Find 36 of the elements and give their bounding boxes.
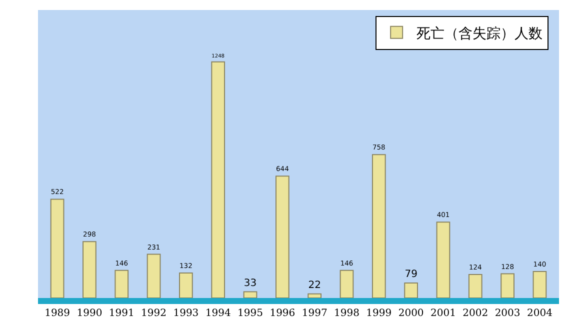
- x-tick-label: 1989: [44, 308, 70, 319]
- bar: [436, 222, 450, 298]
- bar: [532, 271, 547, 298]
- bar: [404, 282, 418, 298]
- x-tick-label: 1995: [238, 308, 263, 319]
- x-tick-label: 1999: [366, 308, 392, 319]
- bar: [308, 293, 322, 298]
- x-tick-label: 1991: [108, 308, 134, 319]
- bar: [114, 270, 129, 298]
- x-tick-label: 2004: [526, 308, 552, 319]
- bar: [82, 241, 96, 298]
- data-label: 33: [244, 278, 257, 289]
- x-tick-label: 2003: [494, 308, 520, 319]
- x-tick-label: 2002: [462, 308, 488, 319]
- x-tick-label: 1996: [270, 308, 296, 319]
- bar: [340, 270, 354, 298]
- x-tick-label: 1993: [173, 308, 199, 319]
- bar: [372, 154, 386, 298]
- x-tick-label: 2000: [398, 308, 424, 319]
- x-tick-label: 1998: [334, 308, 360, 319]
- data-label: 22: [308, 280, 321, 291]
- x-tick-label: 1990: [76, 308, 102, 319]
- x-tick-label: 2001: [430, 308, 456, 319]
- legend-label: 死亡（含失踪）人数: [416, 26, 543, 42]
- x-tick-label: 1994: [205, 308, 231, 319]
- bar: [500, 273, 514, 298]
- bar: [243, 291, 258, 298]
- bar: [179, 272, 193, 298]
- bar: [146, 254, 161, 298]
- x-tick-label: 1992: [141, 308, 167, 319]
- data-label: 79: [404, 269, 418, 280]
- x-tick-label: 1997: [302, 308, 328, 319]
- bar: [50, 198, 64, 298]
- bar: [468, 274, 482, 298]
- bar: [275, 176, 290, 298]
- bar: [211, 61, 226, 298]
